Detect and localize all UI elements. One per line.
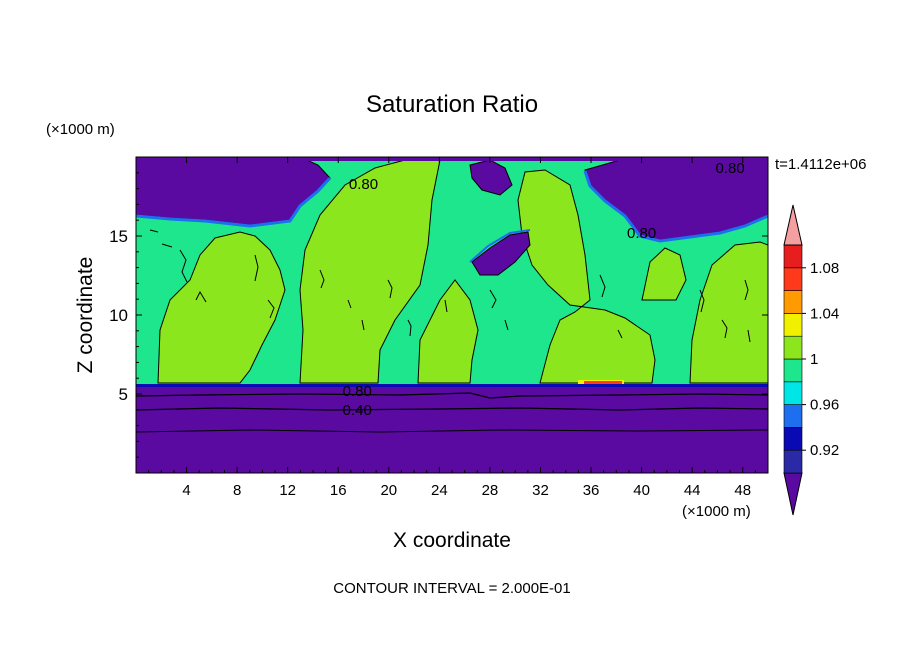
red-patch <box>584 381 622 384</box>
y-unit-label: (×1000 m) <box>46 121 115 138</box>
colorbar-label: 0.96 <box>810 397 839 414</box>
x-tick-label: 24 <box>431 482 448 499</box>
colorbar-segment <box>783 244 803 269</box>
contour-labels: 0.80 0.80 0.80 0.80 0.40 <box>343 160 745 419</box>
colorbar-segment <box>783 335 803 360</box>
contour-label: 0.80 <box>627 225 656 242</box>
contour-040-lower <box>136 407 768 411</box>
colorbar-label: 1.08 <box>810 260 839 277</box>
lime-region-left <box>157 231 286 384</box>
colorbar-segment <box>783 290 803 314</box>
y-tick-label: 10 <box>109 306 128 325</box>
lime-region-right <box>517 169 656 384</box>
x-tick-label: 4 <box>182 482 190 499</box>
x-tick-label: 12 <box>279 482 296 499</box>
x-axis-label: X coordinate <box>393 529 511 552</box>
contour-interval-footer: CONTOUR INTERVAL = 2.000E-01 <box>333 580 570 597</box>
colorbar-label: 1.04 <box>810 305 839 322</box>
lime-region-center <box>417 279 479 384</box>
contour-label: 0.80 <box>715 160 744 177</box>
contour-label: 0.80 <box>349 176 378 193</box>
upper-dry-edge-right <box>583 170 768 243</box>
upper-dry-blob-edge <box>469 229 531 263</box>
colorbar-segment <box>783 427 803 451</box>
x-tick-label: 36 <box>583 482 600 499</box>
x-unit-label: (×1000 m) <box>682 503 751 520</box>
top-strip <box>136 157 768 161</box>
x-tick-label: 48 <box>734 482 751 499</box>
x-tick-label: 44 <box>684 482 701 499</box>
upper-dry-region-center <box>469 159 513 196</box>
plot-field <box>136 157 768 473</box>
contour-080-lower <box>136 392 768 399</box>
colorbar-segment <box>783 404 803 428</box>
colorbar-segment <box>783 313 803 337</box>
time-label: t=1.4112e+06 <box>775 156 866 173</box>
speckle-contours <box>149 229 751 343</box>
colorbar-segment <box>783 358 803 383</box>
lime-region-far-right <box>689 241 768 384</box>
colorbar-label: 0.92 <box>810 442 839 459</box>
y-axis-ticks: 5 10 15 <box>109 172 768 458</box>
x-tick-label: 32 <box>532 482 549 499</box>
y-tick-label: 15 <box>109 227 128 246</box>
x-tick-label: 16 <box>330 482 347 499</box>
x-tick-label: 20 <box>380 482 397 499</box>
upper-dry-edge-left <box>136 176 332 228</box>
lower-layer-edge <box>136 384 768 387</box>
upper-dry-blob <box>471 231 531 276</box>
colorbar-max-triangle <box>783 204 803 246</box>
y-axis-label: Z coordinate <box>74 257 97 374</box>
contour-020-lower <box>136 429 768 433</box>
colorbar-min-triangle <box>783 472 803 516</box>
x-tick-label: 40 <box>633 482 650 499</box>
x-tick-label: 8 <box>233 482 241 499</box>
contour-label: 0.40 <box>343 402 372 419</box>
y-tick-label: 5 <box>119 385 128 404</box>
x-axis-ticks: 4 8 12 16 20 24 28 32 36 40 44 48 <box>148 157 756 499</box>
lower-dry-layer <box>136 384 768 473</box>
lime-region-mid-right <box>641 247 687 301</box>
contour-label: 0.80 <box>343 383 372 400</box>
colorbar-segment <box>783 381 803 405</box>
chart-title: Saturation Ratio <box>366 91 538 118</box>
colorbar-segment <box>783 449 803 474</box>
colorbar-label: 1 <box>810 351 818 368</box>
colorbar-segment <box>783 267 803 291</box>
x-tick-label: 28 <box>482 482 499 499</box>
colorbar: 0.92 0.96 1 1.04 1.08 <box>783 204 839 516</box>
